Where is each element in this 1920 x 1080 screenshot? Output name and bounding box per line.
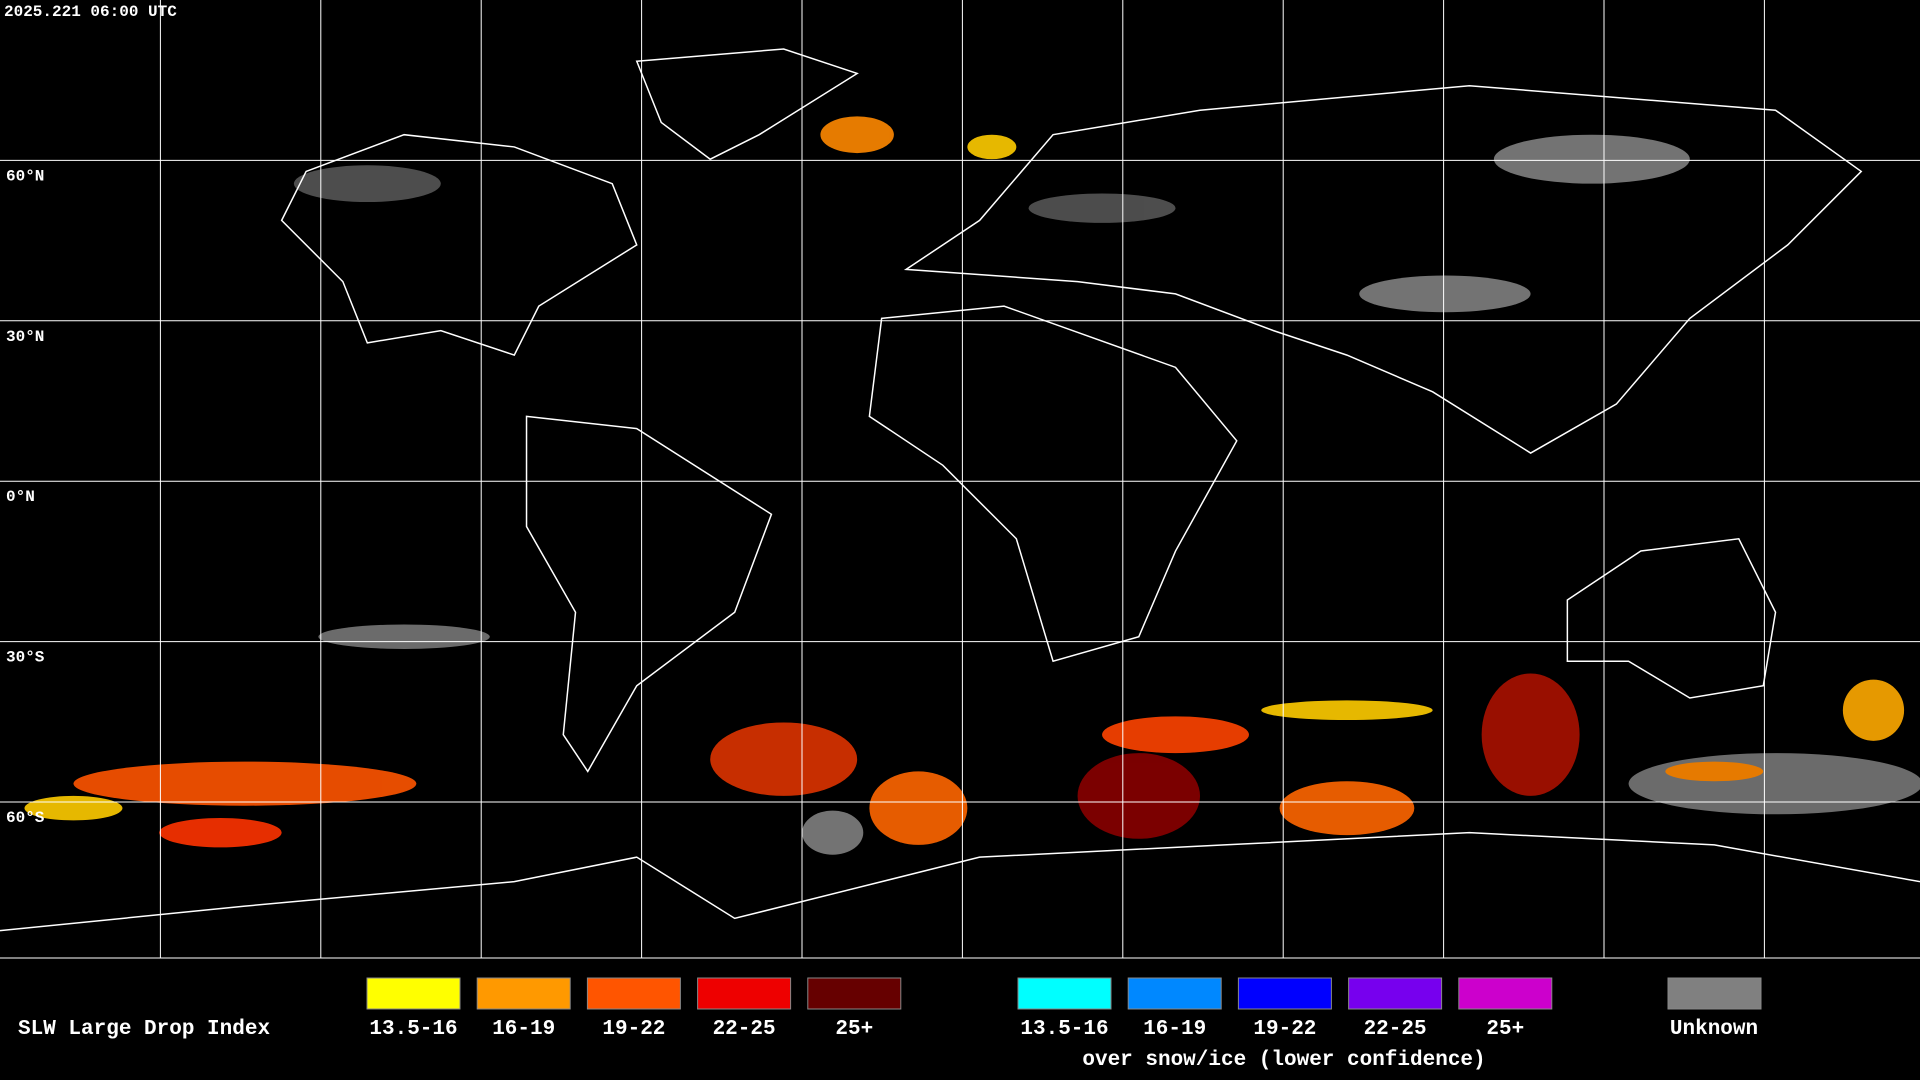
legend-swatch	[807, 977, 902, 1010]
latitude-label: 0°N	[6, 488, 35, 506]
latitude-label: 60°S	[6, 809, 45, 827]
legend-label: 25+	[1486, 1018, 1524, 1041]
legend-label: 19-22	[1253, 1018, 1316, 1041]
cloud-field	[24, 116, 1920, 855]
legend-label: 16-19	[492, 1018, 555, 1041]
legend-swatch	[476, 977, 571, 1010]
legend-label: 13.5-16	[369, 1018, 457, 1041]
map	[0, 0, 1920, 958]
legend-swatch	[1458, 977, 1553, 1010]
legend-swatch	[586, 977, 681, 1010]
legend-swatch	[1237, 977, 1332, 1010]
latitude-label: 60°N	[6, 167, 44, 185]
latitude-label: 30°N	[6, 328, 44, 346]
legend-swatch	[1127, 977, 1222, 1010]
legend-swatch	[1348, 977, 1443, 1010]
coastlines	[0, 49, 1920, 931]
legend-label: 22-25	[1364, 1018, 1427, 1041]
legend-swatch	[366, 977, 461, 1010]
timestamp: 2025.221 06:00 UTC	[4, 3, 177, 21]
legend-swatch	[1667, 977, 1762, 1010]
legend-label: 22-25	[713, 1018, 776, 1041]
latitude-label: 30°S	[6, 649, 45, 667]
legend-label: 16-19	[1143, 1018, 1206, 1041]
snow-caption: over snow/ice (lower confidence)	[1082, 1049, 1485, 1072]
legend-label: Unknown	[1670, 1018, 1758, 1041]
legend-title: SLW Large Drop Index	[18, 1018, 270, 1041]
legend-swatch	[697, 977, 792, 1010]
legend-label: 25+	[835, 1018, 873, 1041]
legend-label: 13.5-16	[1020, 1018, 1108, 1041]
legend-label: 19-22	[602, 1018, 665, 1041]
legend-swatch	[1017, 977, 1112, 1010]
